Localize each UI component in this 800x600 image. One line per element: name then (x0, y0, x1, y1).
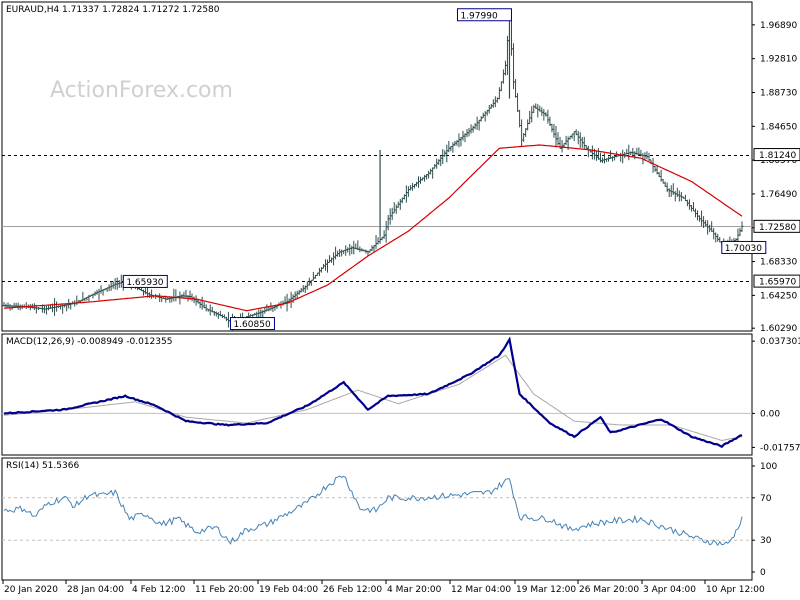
x-tick-label: 26 Feb 12:00 (323, 585, 382, 595)
price-bar (740, 221, 744, 232)
y-tick-label: 1.84650 (760, 122, 797, 132)
annotation-label: 1.60850 (233, 320, 270, 330)
x-tick-label: 11 Feb 20:00 (195, 585, 254, 595)
x-tick-label: 4 Feb 12:00 (132, 585, 186, 595)
y-tick-label: 1.96890 (760, 21, 797, 31)
y-tick-label: 1.76490 (760, 190, 797, 200)
annotation-box-0 (456, 8, 512, 22)
macd-tick-label: 0.037301 (760, 337, 800, 347)
moving-average-line (3, 144, 743, 312)
level-badge-1 (753, 219, 800, 233)
price-pane-title: EURAUD,H4 1.71337 1.72824 1.71272 1.7258… (6, 5, 220, 15)
level-badge-2 (753, 274, 800, 288)
annotation-box-3 (721, 240, 767, 254)
rsi-tick-label: 0 (760, 568, 766, 578)
rsi-tick-label: 70 (760, 494, 772, 504)
macd-signal-line (3, 354, 743, 442)
y-tick-label: 1.64250 (760, 291, 797, 301)
x-tick-label: 3 Apr 04:00 (643, 585, 696, 595)
x-tick-label: 12 Mar 04:00 (451, 585, 511, 595)
rsi-tick-label: 100 (760, 462, 777, 472)
x-tick-label: 4 Mar 20:00 (387, 585, 442, 595)
y-tick-label: 1.80570 (760, 156, 797, 166)
annotation-label: 1.97990 (460, 11, 497, 21)
pane-frame-2 (1, 457, 753, 581)
level-badge-label: 1.81240 (759, 151, 796, 161)
annotation-box-1 (122, 274, 168, 288)
x-tick-label: 10 Apr 12:00 (706, 585, 765, 595)
rsi-tick-label: 30 (760, 536, 772, 546)
x-tick-label: 20 Jan 2020 (4, 585, 58, 595)
level-badge-0 (753, 148, 800, 162)
annotation-label: 1.65930 (126, 278, 163, 288)
macd-pane-title: MACD(12,26,9) -0.008949 -0.012355 (6, 337, 172, 347)
rsi-pane-title: RSI(14) 51.5366 (6, 461, 79, 471)
x-tick-label: 28 Jan 04:00 (67, 585, 124, 595)
rsi-line (3, 475, 743, 547)
level-badge-label: 1.72580 (759, 223, 796, 233)
macd-tick-label: -0.017577 (760, 443, 800, 453)
level-badge-label: 1.65970 (759, 278, 796, 288)
x-tick-label: 19 Mar 12:00 (516, 585, 576, 595)
y-tick-label: 1.92810 (760, 55, 797, 65)
watermark: ActionForex.com (50, 78, 233, 103)
macd-line (3, 336, 743, 449)
annotation-label: 1.70030 (725, 244, 762, 254)
macd-tick-label: 0.00 (760, 409, 780, 419)
y-tick-label: 1.68330 (760, 258, 797, 268)
annotation-box-2 (229, 317, 275, 331)
y-tick-label: 1.60290 (760, 324, 797, 334)
y-tick-label: 1.88730 (760, 88, 797, 98)
pane-frame-1 (1, 333, 753, 456)
x-tick-label: 19 Feb 04:00 (259, 585, 318, 595)
x-tick-label: 26 Mar 20:00 (579, 585, 639, 595)
